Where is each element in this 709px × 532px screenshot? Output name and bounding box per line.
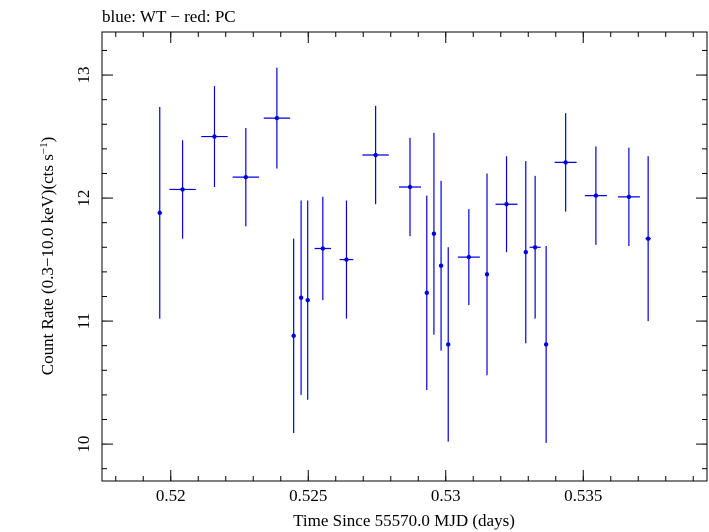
point-marker <box>320 246 326 251</box>
data-point <box>339 200 354 319</box>
plot-frame <box>101 31 708 482</box>
point-marker <box>305 297 310 303</box>
data-point <box>157 107 162 319</box>
x-tick-label: 0.525 <box>289 486 327 505</box>
y-tick-label: 11 <box>74 313 93 329</box>
data-point <box>584 146 607 245</box>
point-marker <box>484 272 490 277</box>
chart-title: blue: WT − red: PC <box>102 7 236 26</box>
point-marker <box>291 333 296 339</box>
data-point <box>399 137 421 237</box>
point-marker <box>466 254 472 260</box>
y-tick-label: 12 <box>74 190 93 207</box>
data-point <box>305 200 310 400</box>
y-tick-labels: 10 11 12 13 <box>74 67 93 453</box>
y-axis-label-superscript: −1 <box>38 142 50 154</box>
data-point <box>523 161 528 344</box>
data-point <box>484 173 490 376</box>
point-marker <box>626 194 632 200</box>
data-point <box>645 156 651 322</box>
x-tick-labels: 0.52 0.525 0.53 0.535 <box>156 486 603 505</box>
data-points <box>157 67 651 443</box>
point-marker <box>157 210 162 216</box>
point-marker <box>373 152 378 158</box>
data-point <box>431 132 437 335</box>
point-marker <box>274 115 280 121</box>
data-point <box>543 246 549 443</box>
y-axis-label-close: ) <box>38 137 57 143</box>
point-marker <box>407 184 413 190</box>
point-marker <box>504 202 509 207</box>
x-tick-label: 0.52 <box>156 486 186 505</box>
data-point <box>291 238 296 434</box>
point-marker <box>543 342 549 347</box>
data-point <box>438 180 444 351</box>
x-tick-label: 0.535 <box>564 486 602 505</box>
point-marker <box>446 342 451 347</box>
point-marker <box>532 245 538 250</box>
point-marker <box>243 174 249 180</box>
y-tick-label: 10 <box>74 436 93 453</box>
x-tick-label: 0.53 <box>431 486 461 505</box>
data-point <box>617 147 640 247</box>
point-marker <box>438 263 444 268</box>
data-point <box>314 196 332 301</box>
y-axis-label-main: Count Rate (0.3−10.0 keV)(cts s <box>38 154 57 375</box>
data-point <box>495 156 518 253</box>
data-point <box>529 175 541 319</box>
point-marker <box>424 290 429 295</box>
data-point <box>554 113 577 212</box>
point-marker <box>593 193 599 198</box>
point-marker <box>563 160 568 165</box>
y-tick-label: 13 <box>74 67 93 84</box>
point-marker <box>523 249 528 255</box>
data-point <box>362 105 389 205</box>
data-point <box>201 86 228 187</box>
data-point <box>232 127 260 227</box>
data-point <box>169 140 196 239</box>
data-point <box>446 247 451 442</box>
point-marker <box>344 257 349 262</box>
point-marker <box>212 134 217 139</box>
data-point <box>298 200 304 395</box>
axis-ticks <box>102 32 707 481</box>
point-marker <box>298 295 304 300</box>
data-point <box>457 209 480 306</box>
point-marker <box>431 231 437 236</box>
x-axis-label: Time Since 55570.0 MJD (days) <box>293 511 515 530</box>
y-axis-label: Count Rate (0.3−10.0 keV)(cts s−1) <box>38 137 57 376</box>
point-marker <box>180 187 185 192</box>
data-point <box>424 195 429 390</box>
data-point <box>263 67 291 169</box>
point-marker <box>645 236 651 241</box>
